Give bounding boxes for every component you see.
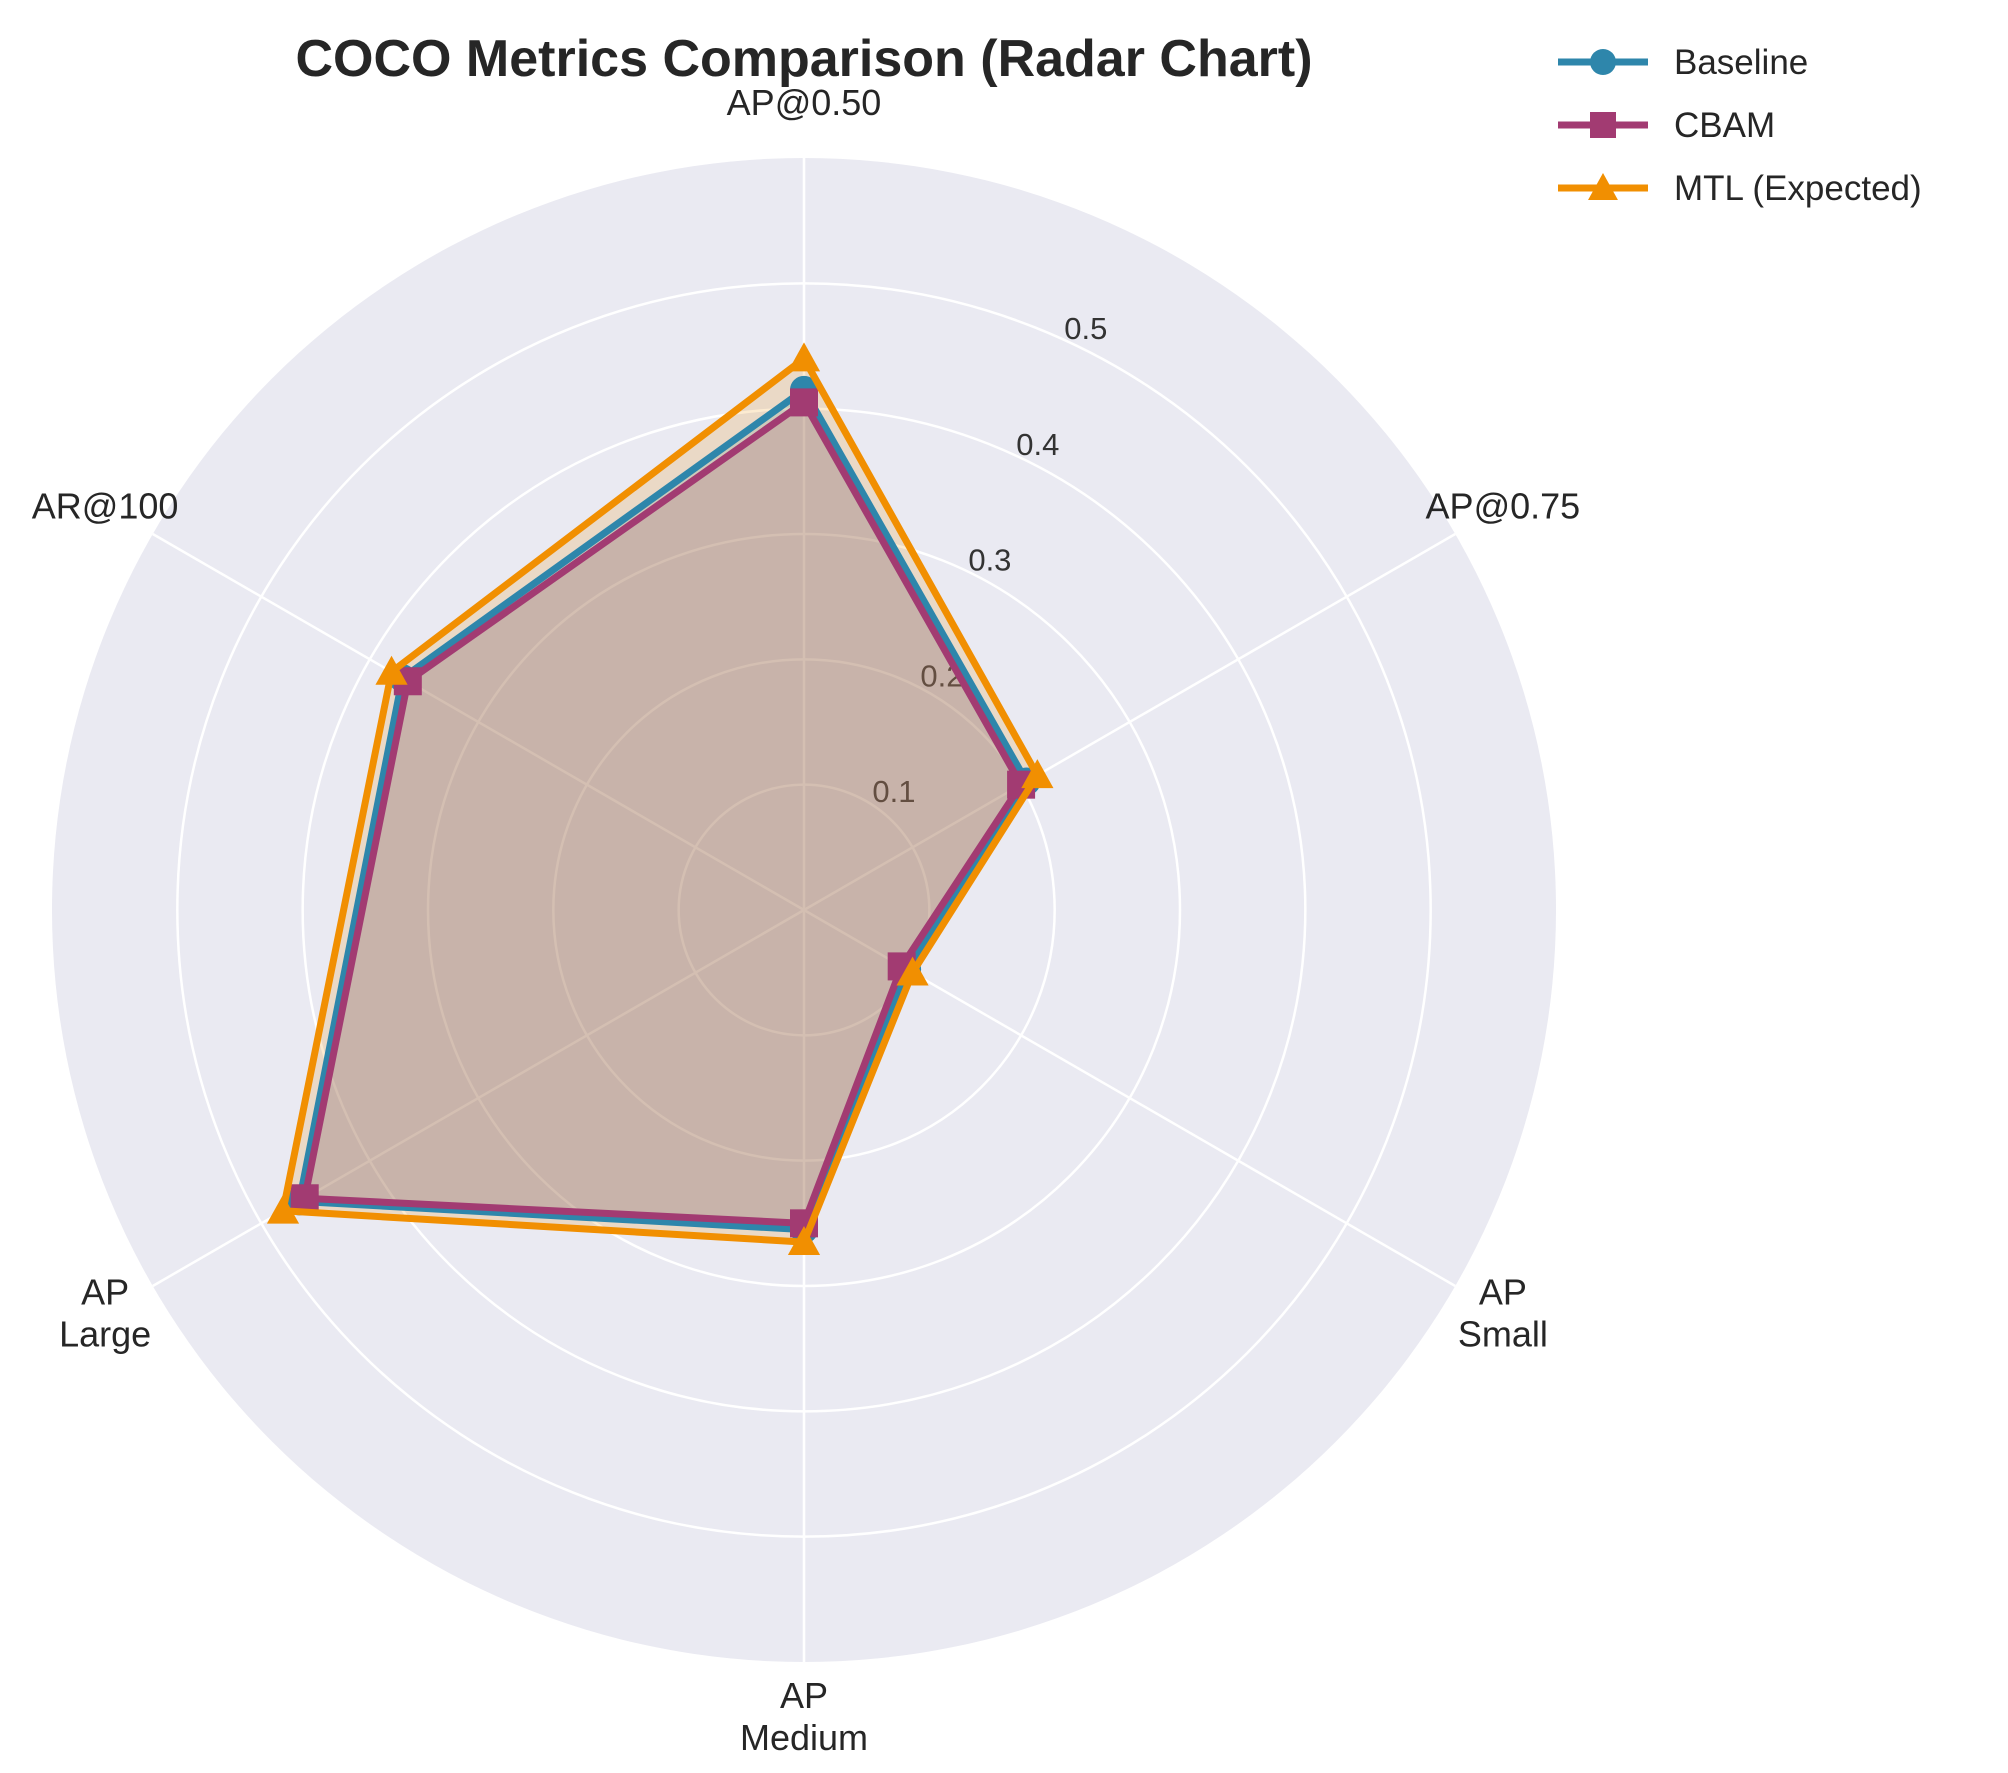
data-point [787, 1226, 821, 1256]
r-tick-label: 0.3 [968, 543, 1011, 578]
data-point [790, 388, 818, 417]
series-fill [299, 389, 1027, 1230]
data-point [1590, 49, 1616, 75]
axis-label: Large [59, 1314, 151, 1355]
grid-spoke [152, 908, 805, 1288]
legend-label: Baseline [1674, 43, 1808, 82]
axis-label: AR@100 [32, 486, 179, 527]
axis-label: AP [1479, 1272, 1527, 1313]
axis-label: Small [1458, 1314, 1548, 1355]
legend-label: MTL (Expected) [1674, 169, 1922, 208]
legend-label: CBAM [1674, 106, 1775, 145]
data-point [787, 342, 821, 372]
axis-label: AP [780, 1675, 828, 1716]
grid-spoke [152, 532, 805, 912]
data-point [1021, 759, 1054, 789]
axis-label: AP@0.50 [727, 82, 882, 123]
plot-area: 0.10.20.30.40.5AP@0.50AP@0.75APSmallAPMe… [32, 82, 1580, 1758]
data-point [266, 1194, 300, 1224]
axis-label: Medium [740, 1717, 868, 1758]
axis-label: AP@0.75 [1426, 486, 1581, 527]
data-point [375, 655, 408, 685]
data-point [1588, 173, 1618, 200]
series-fill [282, 358, 1038, 1243]
grid-spoke [803, 532, 1456, 912]
axis-label: AP [81, 1272, 129, 1313]
chart-title: COCO Metrics Comparison (Radar Chart) [295, 30, 1312, 88]
legend: Baseline CBAM MTL (Expected) [1558, 43, 1922, 208]
data-point [896, 956, 929, 986]
r-tick-label: 0.1 [872, 774, 915, 809]
r-tick-label: 0.4 [1016, 427, 1059, 462]
series-fill [304, 402, 1022, 1224]
data-point [290, 1184, 319, 1213]
r-tick-label: 0.5 [1064, 311, 1107, 346]
data-point [1590, 112, 1616, 138]
